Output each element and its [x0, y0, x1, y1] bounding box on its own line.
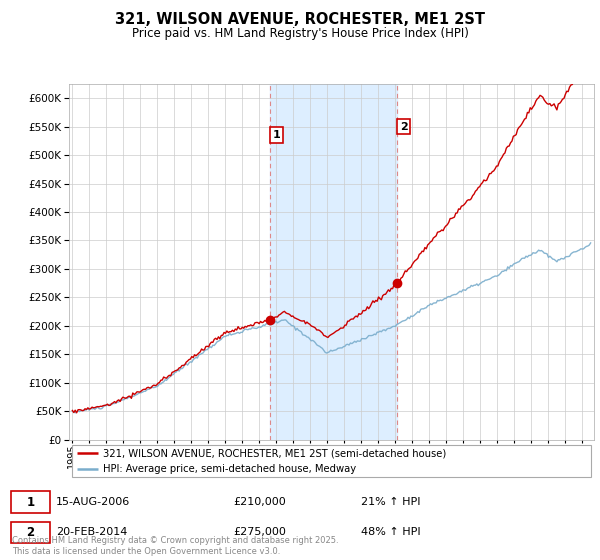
Text: HPI: Average price, semi-detached house, Medway: HPI: Average price, semi-detached house,… — [103, 464, 356, 474]
Text: £275,000: £275,000 — [233, 528, 286, 538]
Text: 321, WILSON AVENUE, ROCHESTER, ME1 2ST (semi-detached house): 321, WILSON AVENUE, ROCHESTER, ME1 2ST (… — [103, 448, 446, 458]
Text: 15-AUG-2006: 15-AUG-2006 — [56, 497, 130, 507]
FancyBboxPatch shape — [11, 492, 50, 514]
Text: 20-FEB-2014: 20-FEB-2014 — [56, 528, 127, 538]
Text: 48% ↑ HPI: 48% ↑ HPI — [361, 528, 421, 538]
FancyBboxPatch shape — [11, 521, 50, 543]
Text: 21% ↑ HPI: 21% ↑ HPI — [361, 497, 421, 507]
Text: 1: 1 — [26, 496, 35, 509]
Text: 2: 2 — [26, 526, 35, 539]
Text: £210,000: £210,000 — [233, 497, 286, 507]
FancyBboxPatch shape — [71, 445, 592, 477]
Text: 1: 1 — [272, 130, 280, 140]
Text: 321, WILSON AVENUE, ROCHESTER, ME1 2ST: 321, WILSON AVENUE, ROCHESTER, ME1 2ST — [115, 12, 485, 27]
Text: Contains HM Land Registry data © Crown copyright and database right 2025.
This d: Contains HM Land Registry data © Crown c… — [12, 536, 338, 556]
Text: Price paid vs. HM Land Registry's House Price Index (HPI): Price paid vs. HM Land Registry's House … — [131, 27, 469, 40]
Bar — [270, 84, 397, 440]
Text: 2: 2 — [400, 122, 407, 132]
